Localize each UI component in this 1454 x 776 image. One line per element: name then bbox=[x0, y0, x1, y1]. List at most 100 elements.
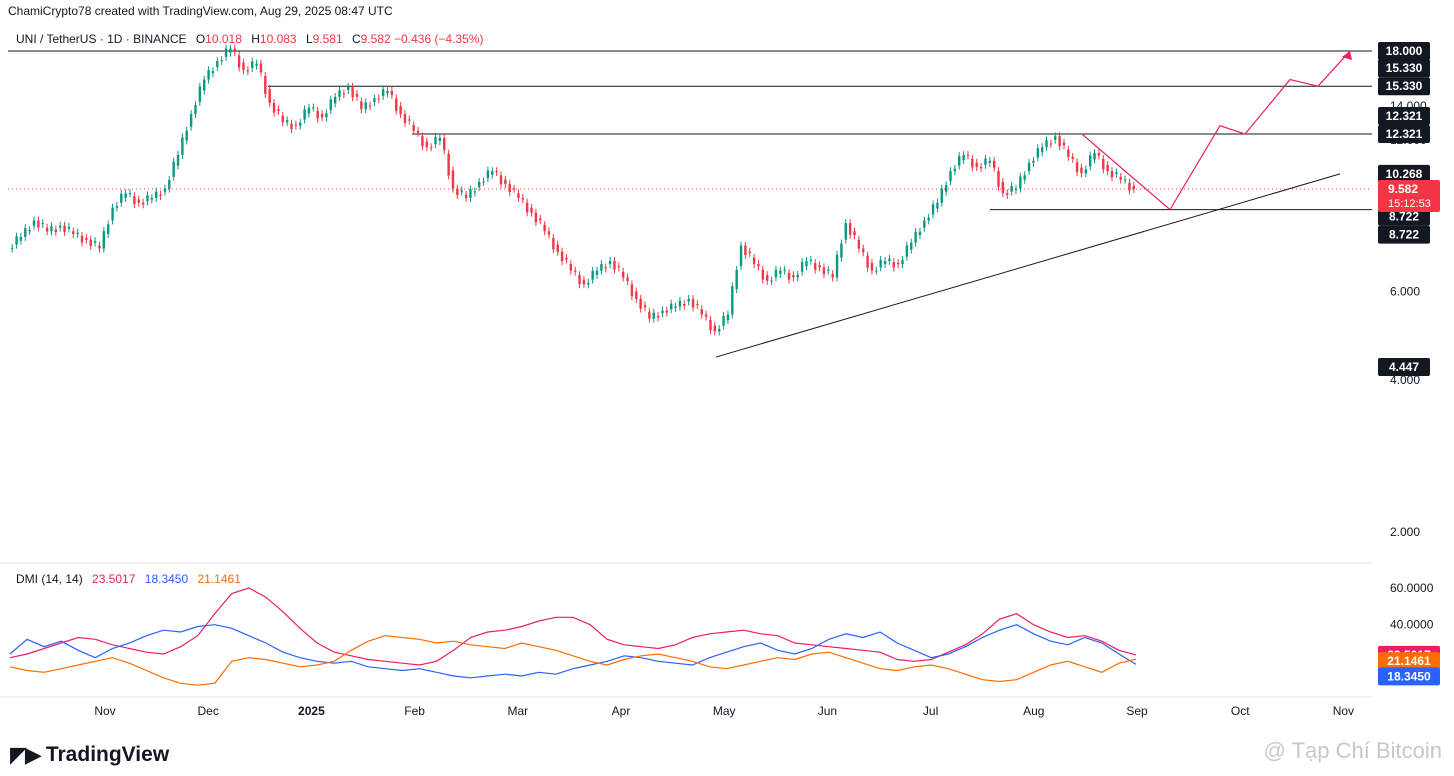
candle-body bbox=[1115, 172, 1118, 174]
candle-body bbox=[827, 269, 830, 271]
candle-body bbox=[1075, 162, 1079, 173]
candle-body bbox=[1001, 181, 1005, 194]
price-level-label: 8.722 bbox=[1378, 207, 1430, 226]
candle-body bbox=[1036, 148, 1040, 158]
candle-body bbox=[246, 70, 250, 72]
candle-body bbox=[940, 188, 943, 203]
candle-body bbox=[220, 60, 223, 62]
candle-body bbox=[621, 271, 625, 278]
candle-body bbox=[1019, 176, 1022, 189]
candle-body bbox=[766, 275, 769, 281]
candle-body bbox=[683, 304, 686, 306]
candle-body bbox=[805, 260, 808, 267]
symbol-name[interactable]: UNI / TetherUS · 1D · BINANCE bbox=[16, 32, 187, 46]
open-value: 10.018 bbox=[205, 32, 242, 46]
candle-body bbox=[320, 114, 324, 118]
price-label-box bbox=[1378, 358, 1430, 377]
candle-body bbox=[85, 237, 88, 240]
candle-body bbox=[582, 279, 586, 285]
candle-body bbox=[1014, 188, 1018, 191]
candle-body bbox=[669, 303, 673, 310]
time-axis-label: Jun bbox=[818, 704, 837, 718]
candle-body bbox=[896, 263, 900, 265]
candle-body bbox=[962, 154, 965, 161]
candle-body bbox=[124, 193, 127, 198]
candle-body bbox=[665, 310, 669, 313]
projection-arrowhead bbox=[1342, 51, 1352, 61]
dmi-name[interactable]: DMI (14, 14) bbox=[16, 572, 83, 586]
candle-body bbox=[460, 190, 463, 192]
dmi-plus-value: 23.5017 bbox=[92, 572, 136, 586]
candle-body bbox=[76, 232, 79, 235]
candle-body bbox=[1093, 152, 1096, 160]
candle-body bbox=[128, 193, 132, 195]
candle-body bbox=[809, 259, 813, 261]
candle-body bbox=[1071, 156, 1074, 159]
candle-body bbox=[355, 93, 359, 97]
candle-body bbox=[412, 125, 415, 131]
candle-body bbox=[312, 107, 315, 109]
candle-body bbox=[931, 204, 935, 215]
candle-body bbox=[24, 228, 27, 237]
price-label-box bbox=[1378, 59, 1430, 78]
price-label-text: 8.722 bbox=[1389, 210, 1419, 224]
candle-body bbox=[713, 325, 717, 332]
chart-attribution: ChamiCrypto78 created with TradingView.c… bbox=[8, 4, 393, 18]
candle-body bbox=[944, 185, 948, 192]
candle-body bbox=[1027, 162, 1031, 172]
candle-body bbox=[587, 282, 590, 285]
candle-body bbox=[41, 223, 44, 225]
last-price-label: 9.582 15:12:53 bbox=[1378, 180, 1440, 213]
candle-body bbox=[652, 312, 655, 319]
candle-body bbox=[700, 309, 703, 315]
last-price-text: 9.582 bbox=[1388, 182, 1418, 196]
candle-body bbox=[189, 114, 193, 127]
candle-body bbox=[259, 63, 263, 73]
candle-body bbox=[639, 298, 642, 309]
price-label-box bbox=[1378, 107, 1430, 126]
candle-body bbox=[630, 284, 634, 297]
candle-body bbox=[473, 191, 477, 193]
candle-body bbox=[338, 90, 341, 97]
candle-body bbox=[194, 105, 197, 115]
dmi-axis-label: 40.0000 bbox=[1390, 618, 1434, 632]
candle-body bbox=[569, 264, 573, 271]
candle-body bbox=[237, 55, 241, 68]
candle-body bbox=[456, 188, 459, 196]
candle-body bbox=[333, 96, 337, 104]
candle-body bbox=[1080, 167, 1083, 174]
candle-body bbox=[141, 202, 145, 205]
candle-body bbox=[656, 315, 660, 318]
candle-body bbox=[883, 260, 887, 265]
price-level-label: 8.722 bbox=[1378, 225, 1430, 244]
price-label-text: 12.321 bbox=[1386, 127, 1423, 141]
candle-body bbox=[1049, 143, 1053, 145]
candle-body bbox=[979, 166, 983, 169]
price-label-text: 12.321 bbox=[1386, 109, 1423, 123]
candle-body bbox=[722, 315, 725, 326]
candle-body bbox=[814, 263, 817, 270]
candle-body bbox=[408, 119, 411, 121]
candle-body bbox=[491, 171, 494, 175]
candle-body bbox=[106, 224, 110, 235]
candle-body bbox=[181, 137, 184, 155]
candle-body bbox=[1084, 169, 1088, 174]
candle-body bbox=[787, 272, 791, 280]
high-label: H bbox=[251, 32, 260, 46]
candle-body bbox=[63, 225, 66, 232]
close-value: 9.582 bbox=[360, 32, 391, 46]
candle-body bbox=[525, 202, 529, 213]
candle-body bbox=[185, 130, 188, 141]
candle-body bbox=[731, 286, 734, 315]
price-label-text: 10.268 bbox=[1386, 167, 1423, 181]
candle-body bbox=[429, 147, 433, 149]
candle-body bbox=[936, 202, 939, 209]
candle-body bbox=[512, 188, 516, 190]
tradingview-logo[interactable]: ◤▶ TradingView bbox=[10, 742, 169, 768]
price-label-text: 15.330 bbox=[1386, 79, 1423, 93]
dmi-value-label: 18.3450 bbox=[1378, 667, 1440, 686]
candle-body bbox=[1023, 175, 1026, 180]
candle-body bbox=[1062, 142, 1066, 146]
candle-body bbox=[626, 277, 629, 281]
